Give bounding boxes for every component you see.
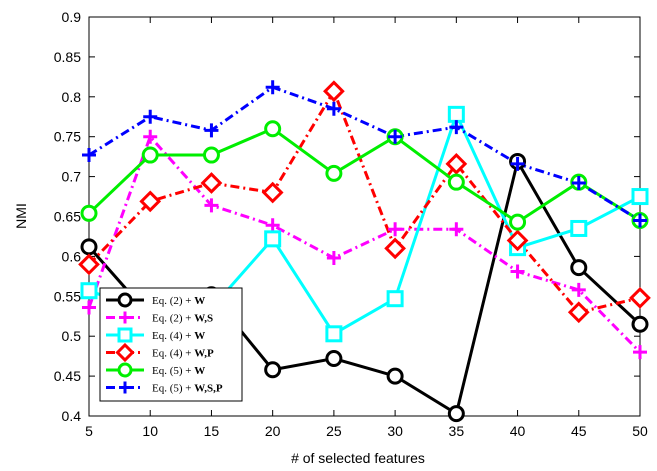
x-tick-label: 25 bbox=[326, 423, 342, 439]
x-axis-title: # of selected features bbox=[291, 450, 425, 466]
legend-marker-0 bbox=[117, 292, 133, 308]
legend-marker-5 bbox=[119, 381, 131, 394]
y-tick-label: 0.45 bbox=[54, 368, 81, 384]
y-tick-label: 0.4 bbox=[62, 408, 82, 424]
data-point-series-4 bbox=[141, 146, 159, 164]
data-point-series-0 bbox=[80, 238, 98, 256]
x-tick-label: 30 bbox=[387, 423, 403, 439]
y-axis-title: NMI bbox=[13, 203, 29, 229]
data-point-series-1 bbox=[388, 222, 403, 237]
data-point-series-5 bbox=[571, 175, 586, 190]
x-tick-label: 35 bbox=[449, 423, 465, 439]
x-tick-label: 50 bbox=[632, 423, 648, 439]
data-point-series-0 bbox=[386, 367, 404, 385]
data-point-series-5 bbox=[326, 101, 341, 116]
data-point-series-5 bbox=[510, 156, 525, 171]
legend-marker-2 bbox=[117, 327, 133, 343]
x-tick-label: 15 bbox=[204, 423, 220, 439]
data-point-series-1 bbox=[265, 218, 280, 233]
data-point-series-2 bbox=[264, 230, 282, 248]
data-point-series-4 bbox=[509, 213, 527, 231]
data-point-series-5 bbox=[143, 109, 158, 124]
data-point-series-1 bbox=[633, 345, 647, 360]
data-point-series-5 bbox=[204, 123, 219, 138]
data-point-series-4 bbox=[325, 164, 343, 182]
legend: Eq. (2) + W Eq. (2) + W,S Eq. (4) + W Eq. (… bbox=[99, 287, 243, 402]
data-point-series-1 bbox=[510, 264, 525, 279]
x-tick-label: 20 bbox=[265, 423, 281, 439]
legend-label-0: Eq. (2) + W bbox=[152, 295, 205, 307]
data-point-series-1 bbox=[571, 282, 586, 297]
y-tick-label: 0.65 bbox=[54, 209, 81, 225]
data-point-series-3 bbox=[629, 287, 651, 309]
data-point-series-1 bbox=[204, 198, 219, 213]
x-tick-label: 5 bbox=[85, 423, 93, 439]
data-point-series-0 bbox=[447, 405, 465, 423]
data-point-series-2 bbox=[447, 105, 465, 123]
y-tick-label: 0.8 bbox=[62, 89, 82, 105]
data-point-series-2 bbox=[570, 219, 588, 237]
series-line-4 bbox=[87, 127, 641, 224]
series-lines bbox=[87, 85, 642, 416]
data-point-series-5 bbox=[265, 80, 280, 95]
data-point-series-0 bbox=[325, 350, 343, 368]
legend-marker-4 bbox=[117, 362, 133, 378]
y-tick-label: 0.55 bbox=[54, 288, 81, 304]
legend-marker-1 bbox=[119, 311, 131, 324]
y-tick-label: 0.7 bbox=[62, 169, 82, 185]
axis-ticks: 5 10 15 20 25 30 35 40 45 50 0.4 0.45 0.5 0.55 0.6 0.65… bbox=[54, 9, 648, 439]
y-tick-label: 0.85 bbox=[54, 49, 81, 65]
y-tick-label: 0.6 bbox=[62, 248, 82, 264]
data-point-series-5 bbox=[633, 213, 647, 228]
y-tick-label: 0.5 bbox=[62, 328, 82, 344]
legend-label-5: Eq. (5) + W,S,P bbox=[152, 383, 223, 395]
data-point-series-4 bbox=[80, 204, 98, 222]
data-point-series-1 bbox=[326, 250, 341, 265]
data-point-series-3 bbox=[445, 152, 468, 175]
data-point-series-4 bbox=[202, 146, 220, 164]
data-point-series-4 bbox=[447, 173, 465, 191]
data-point-series-4 bbox=[264, 120, 282, 138]
series-line-5 bbox=[88, 85, 641, 222]
data-point-series-3 bbox=[323, 80, 345, 103]
data-point-series-0 bbox=[631, 315, 649, 333]
legend-label-4: Eq. (5) + W bbox=[152, 365, 205, 377]
data-point-series-0 bbox=[264, 361, 282, 379]
series-line-3 bbox=[87, 87, 641, 314]
data-point-series-5 bbox=[449, 120, 464, 135]
x-tick-label: 45 bbox=[571, 423, 587, 439]
data-point-series-5 bbox=[388, 129, 403, 144]
x-tick-label: 10 bbox=[142, 423, 158, 439]
data-point-series-5 bbox=[82, 148, 96, 163]
data-point-series-3 bbox=[567, 301, 590, 324]
data-point-series-2 bbox=[80, 282, 98, 300]
legend-label-1: Eq. (2) + W,S bbox=[152, 313, 213, 325]
data-point-series-1 bbox=[143, 129, 158, 144]
legend-label-2: Eq. (4) + W bbox=[152, 330, 205, 342]
y-tick-label: 0.9 bbox=[62, 9, 82, 25]
legend-label-3: Eq. (4) + W,P bbox=[152, 348, 214, 360]
data-point-series-3 bbox=[78, 253, 100, 276]
series-line-1 bbox=[87, 133, 642, 354]
data-point-series-2 bbox=[631, 188, 649, 206]
y-tick-label: 0.75 bbox=[54, 129, 81, 145]
data-point-series-3 bbox=[384, 237, 406, 260]
data-point-series-2 bbox=[325, 325, 343, 343]
legend-marker-3 bbox=[115, 342, 135, 363]
data-point-series-3 bbox=[261, 181, 284, 204]
data-point-series-0 bbox=[570, 259, 588, 277]
data-point-series-3 bbox=[200, 172, 223, 194]
data-point-series-1 bbox=[82, 300, 96, 315]
data-point-series-1 bbox=[449, 222, 464, 237]
data-point-series-3 bbox=[139, 190, 162, 213]
data-point-series-2 bbox=[386, 290, 404, 308]
data-point-series-3 bbox=[506, 229, 529, 252]
x-tick-label: 40 bbox=[510, 423, 526, 439]
